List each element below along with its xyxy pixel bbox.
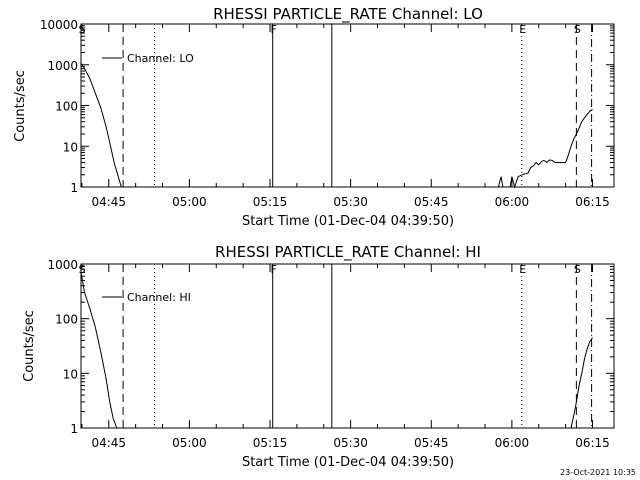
event-marker-label: S [79,263,86,276]
panel-hi-x-axis-label: Start Time (01-Dec-04 04:39:50) [242,455,454,470]
panel-hi-y-ticks: 1 10 100 1000 [47,258,614,436]
event-marker-label: S [79,23,86,36]
panel-hi: RHESSI PARTICLE_RATE Channel: HI 1101001… [22,243,615,470]
y-tick-label: 1000 [47,59,78,73]
x-tick-label: 05:45 [414,436,449,450]
panel-lo-y-ticks: 1 10 100 1000 10000 [40,18,614,195]
y-tick-label: 1 [70,422,78,436]
data-series-line [80,62,122,188]
panel-lo-legend-label: Channel: LO [127,52,194,65]
x-tick-label: 04:45 [91,436,126,450]
panel-hi-legend-label: Channel: HI [127,291,191,304]
event-marker-label: F [271,263,277,276]
event-marker-label: S [574,263,581,276]
y-tick-label: 1 [70,181,78,195]
y-tick-label: 100 [55,100,78,114]
event-marker-label: E [519,23,526,36]
x-tick-label: 04:45 [91,195,126,209]
x-tick-label: 06:15 [575,436,610,450]
panel-hi-series [80,272,593,429]
x-tick-label: 05:15 [253,195,288,209]
x-tick-label: 05:15 [253,436,288,450]
x-tick-label: 05:30 [333,195,368,209]
x-tick-label: 06:00 [495,436,530,450]
x-tick-label: 05:30 [333,436,368,450]
x-tick-label: 06:15 [575,195,610,209]
event-marker-label: S [574,23,581,36]
panel-hi-y-axis-label: Counts/sec [22,310,37,382]
panel-lo-x-ticks: 04:45 05:00 05:15 05:30 05:45 06:00 06:15 [81,24,610,209]
panel-lo-y-axis-label: Counts/sec [13,70,28,142]
y-tick-label: 10 [63,367,78,381]
x-tick-label: 06:00 [495,195,530,209]
y-tick-label: 1000 [47,258,78,272]
x-tick-label: 05:00 [172,195,207,209]
panel-lo-x-axis-label: Start Time (01-Dec-04 04:39:50) [242,214,454,229]
panel-hi-x-ticks: 04:45 05:00 05:15 05:30 05:45 06:00 06:15 [81,264,610,450]
data-series-line [497,108,593,189]
panel-lo-series [80,62,593,189]
data-series-line [570,337,593,429]
panel-hi-title: RHESSI PARTICLE_RATE Channel: HI [215,243,481,262]
event-marker-label: F [271,23,277,36]
x-tick-label: 05:00 [172,436,207,450]
y-tick-label: 10 [63,140,78,154]
footer-timestamp: 23-Oct-2021 10:35 [560,468,636,477]
panel-lo: RHESSI PARTICLE_RATE Channel: LO 1101001… [13,5,615,229]
panel-hi-plot-frame [80,263,615,429]
panel-lo-title: RHESSI PARTICLE_RATE Channel: LO [213,5,483,24]
x-tick-label: 05:45 [414,195,449,209]
y-tick-label: 100 [55,313,78,327]
event-marker-label: E [519,263,526,276]
y-tick-label: 10000 [40,18,78,32]
data-series-line [80,272,118,429]
